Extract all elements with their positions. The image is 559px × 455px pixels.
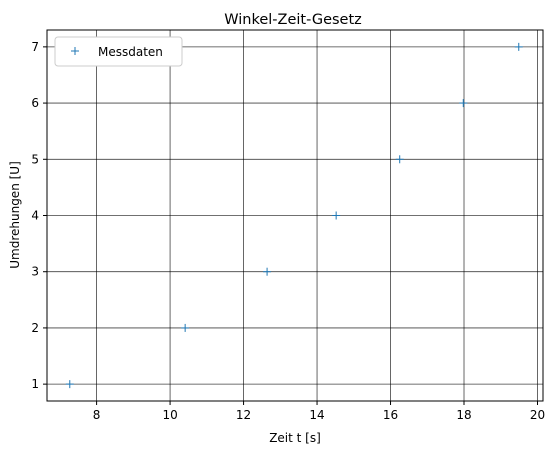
legend-marker: [71, 47, 79, 55]
legend-box: [54, 36, 183, 67]
data-point: [395, 155, 404, 164]
x-axis: 8 10 12 14 16 18 20: [93, 401, 545, 422]
y-axis: 1 2 3 4 5 6 7: [31, 40, 47, 391]
data-point: [332, 211, 341, 220]
chart-title: Winkel-Zeit-Gesetz: [224, 12, 362, 28]
y-tick-label: 4: [31, 209, 39, 223]
data-point: [65, 380, 74, 389]
y-tick-label: 7: [31, 40, 39, 54]
data-point: [514, 42, 523, 51]
data-point: [459, 99, 468, 108]
grid: [47, 30, 543, 401]
x-tick-label: 10: [162, 408, 177, 422]
x-axis-label: Zeit t [s]: [269, 431, 321, 445]
y-tick-label: 6: [31, 96, 39, 110]
y-tick-label: 2: [31, 321, 39, 335]
data-points: [65, 42, 523, 389]
data-point: [263, 267, 272, 276]
x-tick-label: 20: [530, 408, 545, 422]
x-tick-label: 14: [309, 408, 324, 422]
x-tick-label: 16: [383, 408, 398, 422]
y-tick-label: 5: [31, 152, 39, 166]
x-tick-label: 18: [456, 408, 471, 422]
y-axis-label: Umdrehungen [U]: [8, 161, 22, 269]
y-tick-label: 3: [31, 265, 39, 279]
legend: Messdaten: [54, 36, 183, 67]
data-point: [181, 323, 190, 332]
y-tick-label: 1: [31, 377, 39, 391]
x-tick-label: 8: [93, 408, 101, 422]
legend-label: Messdaten: [98, 45, 163, 59]
x-tick-label: 12: [236, 408, 251, 422]
